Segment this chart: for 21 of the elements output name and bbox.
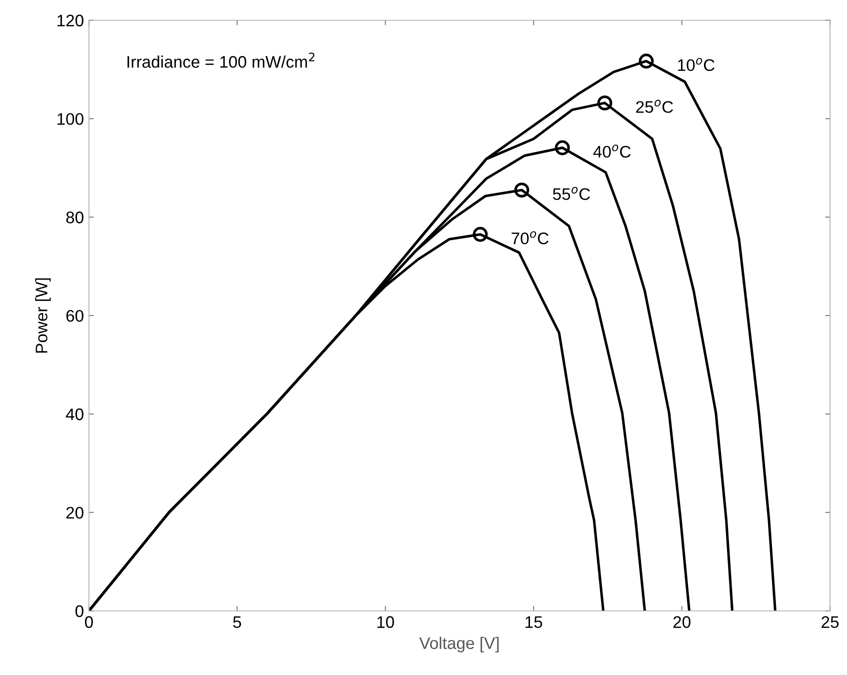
series-label: 70$^{o}$C <box>512 231 548 244</box>
x-tick-label: 0 <box>84 616 93 628</box>
y-tick-label: 120 <box>58 14 84 26</box>
x-tick-label: 25 <box>822 616 839 628</box>
y-axis-title: Power [W] <box>35 278 51 353</box>
y-tick-label: 60 <box>66 310 84 322</box>
series-label: 55$^{o}$C <box>552 186 590 200</box>
series-label: 40$^{o}$C <box>593 144 631 158</box>
x-tick-label: 15 <box>526 616 542 628</box>
series-label: 25$^{o}$C <box>636 100 674 113</box>
x-axis-title: Voltage [V] <box>419 636 499 652</box>
y-tick-label: 80 <box>66 212 84 224</box>
y-tick-label: 100 <box>58 113 84 125</box>
series-label: 10$^{o}$C <box>678 58 715 72</box>
annotation: Irradiance = 100 mW/cm$^{2}$ <box>128 52 314 68</box>
x-tick-label: 10 <box>377 616 394 628</box>
x-tick-label: 20 <box>673 616 690 628</box>
y-tick-label: 20 <box>66 506 84 519</box>
x-tick-label: 5 <box>233 616 242 628</box>
y-tick-label: 0 <box>75 605 84 618</box>
y-tick-label: 40 <box>66 408 84 420</box>
